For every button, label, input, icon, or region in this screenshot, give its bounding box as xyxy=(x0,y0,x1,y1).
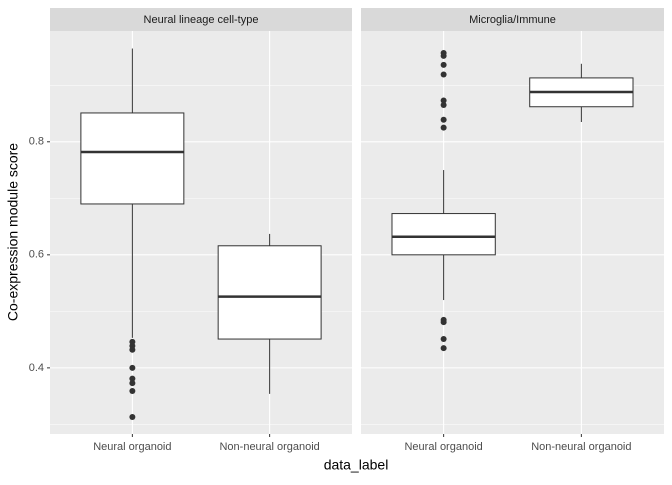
y-tick-label: 0.8 xyxy=(29,136,44,148)
outlier xyxy=(440,345,447,352)
outlier xyxy=(129,380,136,387)
x-tick-label: Neural organoid xyxy=(93,441,171,453)
x-tick-label: Non-neural organoid xyxy=(531,441,631,453)
panel-title: Neural lineage cell-type xyxy=(144,14,259,26)
strip xyxy=(361,8,664,31)
panel-background xyxy=(50,31,352,434)
y-axis-label: Co-expression module score xyxy=(5,143,21,321)
outlier xyxy=(440,71,447,78)
outlier xyxy=(129,375,136,382)
outlier xyxy=(440,319,447,326)
outlier xyxy=(129,364,136,371)
outlier xyxy=(440,124,447,131)
box xyxy=(80,112,185,205)
x-tick-label: Non-neural organoid xyxy=(219,441,319,453)
outlier xyxy=(440,336,447,343)
box xyxy=(391,213,496,256)
outlier xyxy=(440,52,447,59)
outlier xyxy=(440,61,447,68)
strip xyxy=(50,8,352,31)
outlier xyxy=(440,116,447,123)
x-tick-label: Neural organoid xyxy=(404,441,482,453)
x-axis-label: data_label xyxy=(324,457,389,473)
outlier xyxy=(129,414,136,421)
y-tick-label: 0.4 xyxy=(29,362,44,374)
outlier xyxy=(440,97,447,104)
outlier xyxy=(129,388,136,395)
box xyxy=(217,245,322,340)
panel-title: Microglia/Immune xyxy=(469,14,556,26)
outlier xyxy=(440,102,447,109)
outlier xyxy=(129,346,136,353)
y-tick-label: 0.6 xyxy=(29,249,44,261)
